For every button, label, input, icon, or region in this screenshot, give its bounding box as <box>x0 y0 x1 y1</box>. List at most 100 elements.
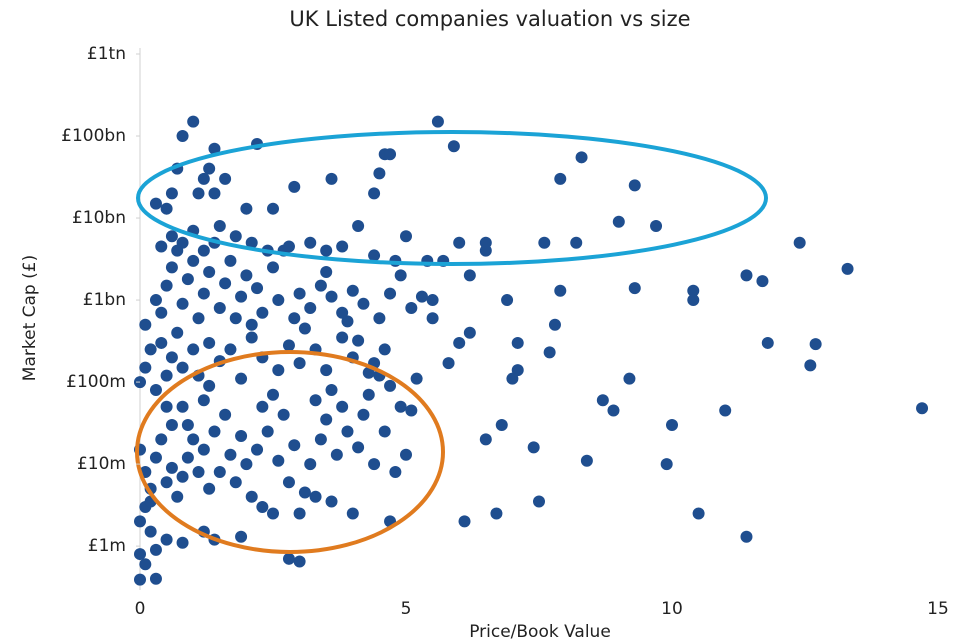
point <box>400 230 412 243</box>
point <box>267 388 279 401</box>
point <box>282 339 295 352</box>
point <box>293 507 306 520</box>
point <box>208 425 221 438</box>
point <box>352 334 365 347</box>
point <box>309 490 322 503</box>
point <box>197 287 210 300</box>
point <box>251 443 264 456</box>
point <box>373 167 386 180</box>
point <box>245 318 258 331</box>
point <box>384 379 397 392</box>
point <box>368 187 381 200</box>
point <box>336 240 349 253</box>
point <box>325 495 338 508</box>
point <box>149 543 162 556</box>
point <box>756 275 769 288</box>
point <box>453 236 466 249</box>
point <box>197 394 210 407</box>
point <box>463 326 476 339</box>
point <box>256 306 269 319</box>
point <box>160 476 173 489</box>
point <box>431 115 444 128</box>
point <box>165 418 178 431</box>
point <box>628 282 641 295</box>
point <box>325 172 338 185</box>
point <box>235 530 248 543</box>
point <box>219 277 232 290</box>
point <box>384 287 397 300</box>
point <box>155 336 168 349</box>
point <box>479 244 492 257</box>
point <box>235 372 248 385</box>
point <box>533 495 545 508</box>
point <box>543 346 556 359</box>
point <box>160 533 173 546</box>
point <box>176 297 189 310</box>
point <box>804 359 817 372</box>
point <box>687 284 700 297</box>
y-tick-label: £1m <box>88 536 126 556</box>
point <box>144 343 157 356</box>
point <box>580 454 593 467</box>
point <box>149 197 162 210</box>
point <box>139 558 152 571</box>
y-tick-label: £100m <box>66 372 126 392</box>
point <box>272 364 285 377</box>
point <box>155 306 168 319</box>
point <box>139 361 152 374</box>
point <box>240 458 253 471</box>
point <box>176 470 189 483</box>
point <box>293 555 306 568</box>
y-tick-label: £100bn <box>61 126 126 146</box>
point <box>447 140 460 153</box>
x-tick-label: 0 <box>135 599 146 619</box>
point <box>219 172 232 185</box>
point <box>149 451 162 464</box>
point <box>628 179 641 192</box>
point <box>511 336 524 349</box>
point <box>213 466 226 479</box>
point <box>181 451 194 464</box>
point <box>229 230 242 243</box>
point <box>373 312 386 325</box>
point <box>272 294 285 307</box>
point <box>298 486 311 499</box>
point <box>426 312 439 325</box>
point <box>362 366 375 379</box>
point <box>187 115 200 128</box>
point <box>197 172 210 185</box>
y-tick-label: £1tn <box>87 44 126 64</box>
point <box>208 187 221 200</box>
point <box>208 142 221 155</box>
point <box>149 294 162 307</box>
y-tick-label: £10bn <box>72 208 126 228</box>
point <box>650 219 663 232</box>
point <box>176 536 189 549</box>
chart-title: UK Listed companies valuation vs size <box>289 7 690 31</box>
highlight-ellipse <box>136 130 768 266</box>
point <box>687 294 700 307</box>
point <box>660 458 673 471</box>
point <box>511 364 524 377</box>
point <box>288 312 301 325</box>
point <box>357 297 370 310</box>
point <box>554 284 567 297</box>
point <box>213 302 226 315</box>
point <box>368 458 381 471</box>
point <box>203 265 216 278</box>
point <box>666 418 678 431</box>
point <box>538 236 551 249</box>
point <box>309 394 322 407</box>
y-tick-label: £1bn <box>83 290 126 310</box>
point <box>341 425 354 438</box>
point <box>463 269 476 282</box>
point <box>490 507 503 520</box>
point <box>165 461 178 474</box>
point <box>176 130 189 143</box>
point <box>405 302 418 315</box>
point <box>224 343 237 356</box>
point <box>160 400 173 413</box>
point <box>229 476 242 489</box>
point <box>192 466 205 479</box>
point <box>548 318 561 331</box>
